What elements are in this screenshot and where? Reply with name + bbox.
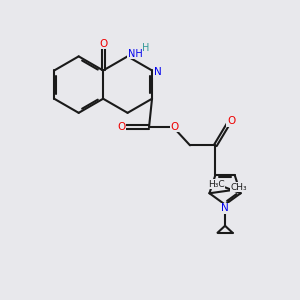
Text: CH₃: CH₃ bbox=[231, 183, 247, 192]
Text: H₃C: H₃C bbox=[208, 180, 224, 189]
Text: O: O bbox=[117, 122, 126, 132]
Text: N: N bbox=[221, 203, 229, 213]
Text: O: O bbox=[99, 39, 107, 49]
Text: NH: NH bbox=[128, 49, 142, 59]
Text: O: O bbox=[170, 122, 179, 132]
Text: H: H bbox=[142, 43, 150, 53]
Text: N: N bbox=[154, 67, 161, 77]
Text: O: O bbox=[227, 116, 235, 126]
